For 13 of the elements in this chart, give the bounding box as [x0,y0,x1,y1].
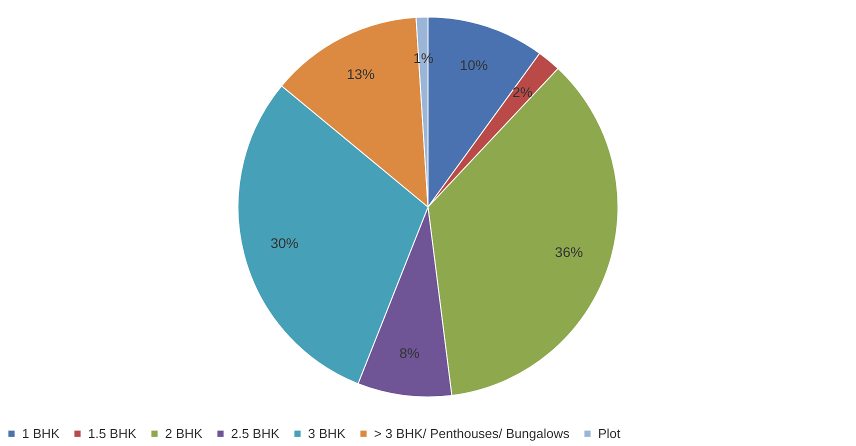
legend-label: 2.5 BHK [231,426,280,441]
legend-label: 2 BHK [165,426,203,441]
legend-label: 1 BHK [22,426,60,441]
data-label: 8% [399,345,420,362]
data-label: 2% [512,84,533,100]
legend-label: 3 BHK [308,426,346,441]
data-label: 30% [270,234,298,251]
legend-label: Plot [598,426,621,441]
legend-label: > 3 BHK/ Penthouses/ Bungalows [374,426,570,441]
legend-label: 1.5 BHK [88,426,137,441]
data-label: 10% [460,57,488,74]
data-label: 36% [554,244,583,260]
data-label: 13% [346,66,375,82]
